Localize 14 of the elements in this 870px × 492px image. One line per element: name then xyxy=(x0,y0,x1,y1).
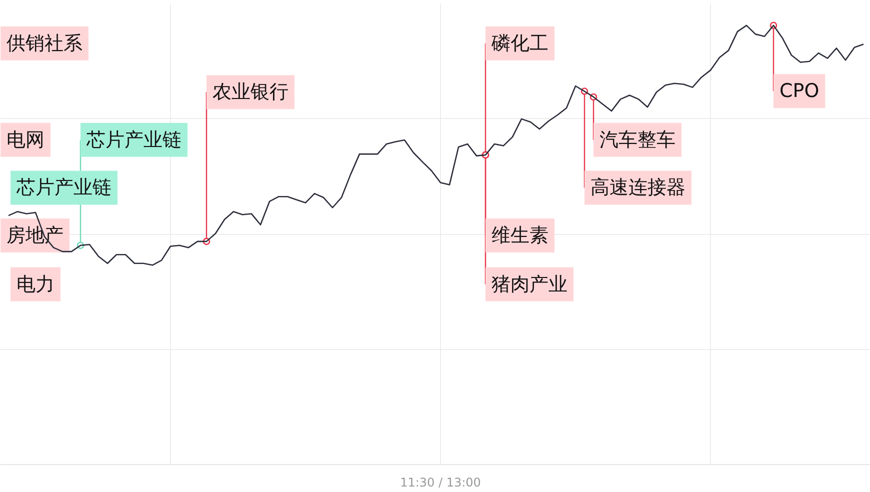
annotation: 芯片产业链 xyxy=(16,176,112,199)
annotation: 芯片产业链 xyxy=(86,128,182,151)
annotation: 农业银行 xyxy=(212,81,288,104)
annotation: 维生素 xyxy=(492,224,548,246)
annotation: 电力 xyxy=(16,273,54,296)
annotation: 电网 xyxy=(6,128,44,151)
annotation: 磷化工 xyxy=(490,32,548,54)
annotation: 供销社系 xyxy=(6,32,82,54)
annotation: 猪肉产业 xyxy=(492,273,568,296)
text: 11:30 / 13:00 xyxy=(400,476,481,490)
annotation: 汽车整车 xyxy=(600,128,676,151)
annotation: CPO xyxy=(780,80,820,102)
annotation: 房地产 xyxy=(6,224,64,246)
annotation: 高速连接器 xyxy=(590,176,686,199)
